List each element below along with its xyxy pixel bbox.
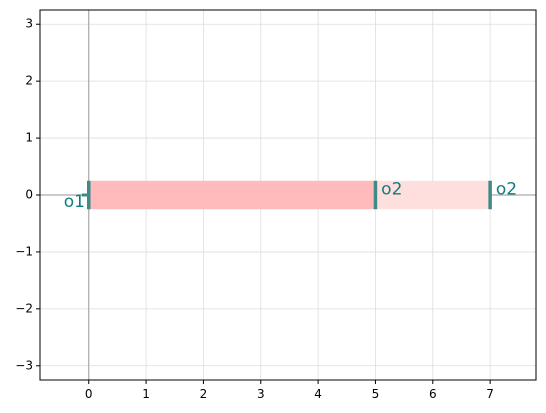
x-tick-label: 0 bbox=[85, 387, 93, 401]
y-tick-label: 1 bbox=[25, 131, 33, 145]
rect-layer bbox=[88, 180, 491, 210]
y-tick-label: −3 bbox=[15, 358, 33, 372]
x-tick-label: 2 bbox=[200, 387, 208, 401]
port-label: o1 bbox=[64, 192, 85, 212]
y-tick-label: 3 bbox=[25, 17, 33, 31]
x-tick-label: 5 bbox=[372, 387, 380, 401]
port-label-layer: o1 o2 o2 bbox=[64, 179, 517, 212]
component-rect bbox=[88, 180, 376, 210]
y-tick-layer: −3 −2 −1 0 1 2 3 bbox=[15, 17, 40, 372]
y-tick-label: 0 bbox=[25, 188, 33, 202]
y-tick-label: −2 bbox=[15, 301, 33, 315]
x-tick-label: 6 bbox=[429, 387, 437, 401]
component-rect bbox=[375, 180, 491, 210]
x-tick-label: 3 bbox=[257, 387, 265, 401]
x-tick-layer: 0 1 2 3 4 5 6 7 bbox=[85, 380, 494, 401]
port-label: o2 bbox=[496, 179, 517, 199]
y-tick-label: −1 bbox=[15, 244, 33, 258]
y-tick-label: 2 bbox=[25, 74, 33, 88]
port-label: o2 bbox=[381, 179, 402, 199]
x-tick-label: 7 bbox=[486, 387, 494, 401]
port-layer bbox=[81, 180, 492, 210]
x-tick-label: 1 bbox=[142, 387, 150, 401]
x-tick-label: 4 bbox=[314, 387, 322, 401]
